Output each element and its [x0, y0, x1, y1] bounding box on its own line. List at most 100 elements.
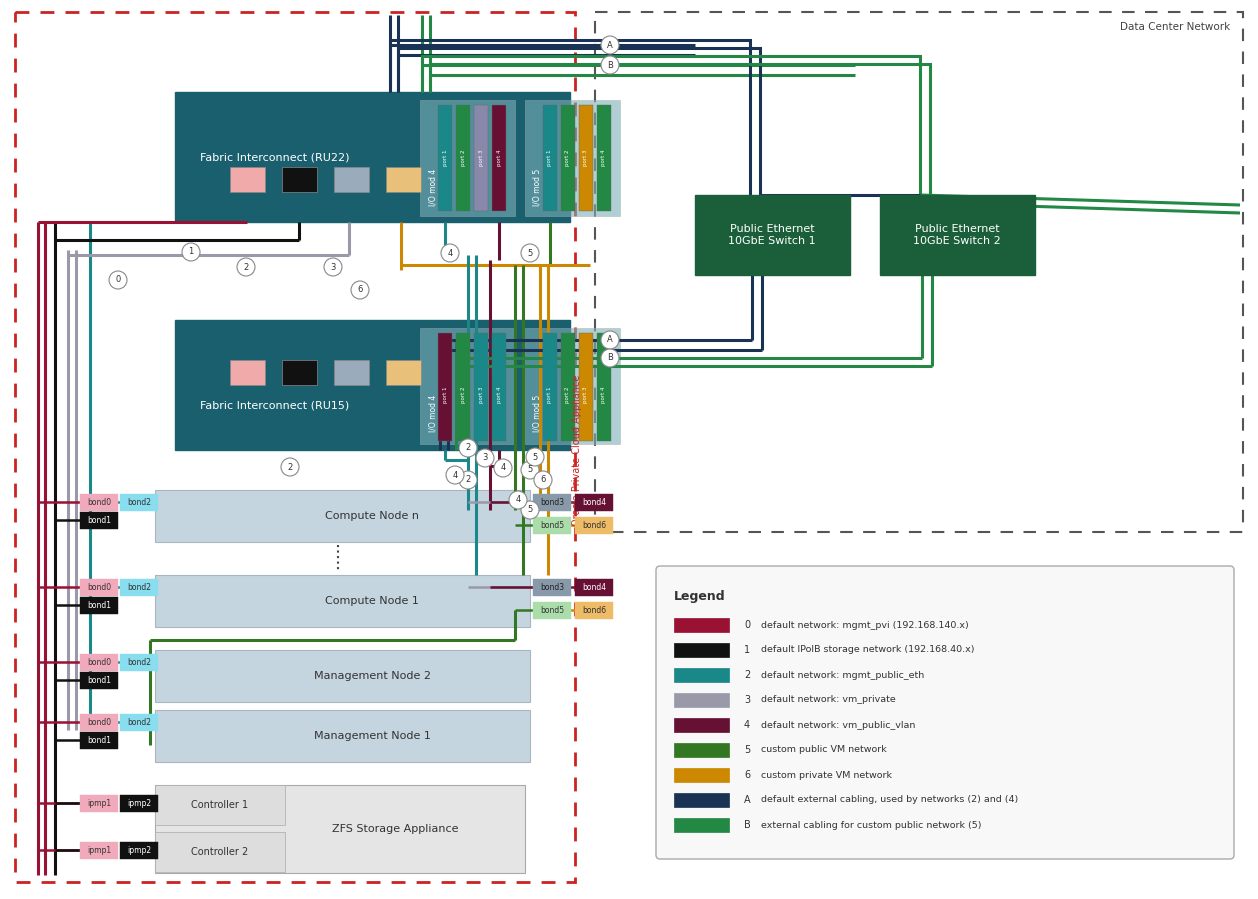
- Circle shape: [281, 458, 299, 476]
- Text: external cabling for custom public network (5): external cabling for custom public netwo…: [761, 821, 981, 830]
- Text: B: B: [608, 60, 613, 69]
- FancyBboxPatch shape: [230, 360, 265, 385]
- Text: port 2: port 2: [460, 387, 465, 404]
- FancyBboxPatch shape: [81, 597, 118, 614]
- Text: 2: 2: [465, 443, 470, 452]
- Circle shape: [325, 258, 342, 276]
- FancyBboxPatch shape: [674, 693, 728, 707]
- FancyBboxPatch shape: [155, 490, 530, 542]
- FancyBboxPatch shape: [579, 105, 593, 211]
- FancyBboxPatch shape: [81, 842, 118, 859]
- Text: Public Ethernet
10GbE Switch 2: Public Ethernet 10GbE Switch 2: [913, 224, 1001, 245]
- Text: default network: vm_private: default network: vm_private: [761, 696, 896, 705]
- Text: bond6: bond6: [582, 521, 606, 530]
- Text: I/O mod 5: I/O mod 5: [533, 395, 542, 432]
- Text: Management Node 2: Management Node 2: [313, 671, 430, 681]
- FancyBboxPatch shape: [120, 494, 159, 511]
- Text: 2: 2: [243, 263, 249, 271]
- Text: Oracle Private Cloud Appliance: Oracle Private Cloud Appliance: [572, 374, 582, 526]
- Text: bond5: bond5: [540, 521, 564, 530]
- FancyBboxPatch shape: [579, 333, 593, 441]
- Text: 0: 0: [116, 275, 121, 284]
- Text: bond1: bond1: [87, 676, 111, 685]
- Circle shape: [351, 281, 369, 299]
- Circle shape: [442, 244, 459, 262]
- FancyBboxPatch shape: [455, 105, 470, 211]
- FancyBboxPatch shape: [533, 494, 571, 511]
- Text: port 1: port 1: [547, 387, 552, 404]
- Circle shape: [509, 491, 527, 509]
- Text: 3: 3: [743, 695, 750, 705]
- Text: 4: 4: [743, 720, 750, 730]
- Text: I/O mod 5: I/O mod 5: [533, 169, 542, 206]
- Text: port 4: port 4: [497, 387, 502, 404]
- FancyBboxPatch shape: [474, 333, 488, 441]
- FancyBboxPatch shape: [543, 333, 557, 441]
- Text: default network: mgmt_public_eth: default network: mgmt_public_eth: [761, 671, 925, 680]
- Text: 4: 4: [448, 248, 453, 257]
- Text: 6: 6: [743, 770, 750, 780]
- FancyBboxPatch shape: [525, 100, 620, 216]
- Text: default IPoIB storage network (192.168.40.x): default IPoIB storage network (192.168.4…: [761, 645, 975, 654]
- Text: bond0: bond0: [87, 718, 111, 727]
- Text: bond0: bond0: [87, 498, 111, 507]
- Text: port 4: port 4: [601, 387, 606, 404]
- Text: 2: 2: [743, 670, 750, 680]
- FancyBboxPatch shape: [81, 494, 118, 511]
- Circle shape: [459, 471, 477, 489]
- Text: Management Node 1: Management Node 1: [313, 731, 430, 741]
- Text: bond3: bond3: [540, 583, 564, 592]
- Text: 4: 4: [453, 470, 458, 479]
- FancyBboxPatch shape: [533, 579, 571, 596]
- Text: Compute Node n: Compute Node n: [325, 511, 419, 521]
- Text: port 2: port 2: [460, 150, 465, 166]
- FancyBboxPatch shape: [155, 650, 530, 702]
- Text: Compute Node 1: Compute Node 1: [325, 596, 419, 606]
- Text: port 2: port 2: [566, 150, 570, 166]
- FancyBboxPatch shape: [81, 654, 118, 671]
- Text: bond6: bond6: [582, 606, 606, 615]
- Text: ipmp1: ipmp1: [87, 799, 111, 808]
- Circle shape: [601, 349, 619, 367]
- FancyBboxPatch shape: [674, 793, 728, 807]
- Text: bond0: bond0: [87, 583, 111, 592]
- Circle shape: [476, 449, 494, 467]
- FancyBboxPatch shape: [175, 92, 570, 222]
- Text: ipmp2: ipmp2: [127, 799, 151, 808]
- Text: 2: 2: [287, 462, 293, 471]
- Circle shape: [533, 471, 552, 489]
- FancyBboxPatch shape: [120, 654, 159, 671]
- Text: bond2: bond2: [127, 498, 151, 507]
- Text: 1: 1: [743, 645, 750, 655]
- Text: ZFS Storage Appliance: ZFS Storage Appliance: [332, 824, 459, 834]
- Text: default network: vm_public_vlan: default network: vm_public_vlan: [761, 720, 916, 729]
- FancyBboxPatch shape: [155, 832, 286, 872]
- Text: 5: 5: [532, 452, 537, 461]
- FancyBboxPatch shape: [438, 333, 452, 441]
- Circle shape: [601, 331, 619, 349]
- Text: 4: 4: [501, 464, 506, 473]
- FancyBboxPatch shape: [561, 333, 575, 441]
- FancyBboxPatch shape: [674, 718, 728, 732]
- FancyBboxPatch shape: [674, 743, 728, 757]
- FancyBboxPatch shape: [674, 668, 728, 682]
- FancyBboxPatch shape: [420, 328, 515, 444]
- FancyBboxPatch shape: [575, 494, 613, 511]
- FancyBboxPatch shape: [282, 167, 317, 192]
- Text: 0: 0: [743, 620, 750, 630]
- Text: 1: 1: [189, 247, 194, 256]
- FancyBboxPatch shape: [386, 167, 421, 192]
- FancyBboxPatch shape: [598, 333, 611, 441]
- Circle shape: [459, 439, 477, 457]
- Text: 5: 5: [743, 745, 750, 755]
- FancyBboxPatch shape: [81, 795, 118, 812]
- FancyBboxPatch shape: [655, 566, 1234, 859]
- FancyBboxPatch shape: [561, 105, 575, 211]
- FancyBboxPatch shape: [155, 575, 530, 627]
- Text: B: B: [743, 820, 750, 830]
- Text: bond0: bond0: [87, 658, 111, 667]
- Text: custom private VM network: custom private VM network: [761, 770, 892, 779]
- FancyBboxPatch shape: [81, 579, 118, 596]
- Text: port 1: port 1: [443, 150, 448, 166]
- Text: default external cabling, used by networks (2) and (4): default external cabling, used by networ…: [761, 796, 1018, 805]
